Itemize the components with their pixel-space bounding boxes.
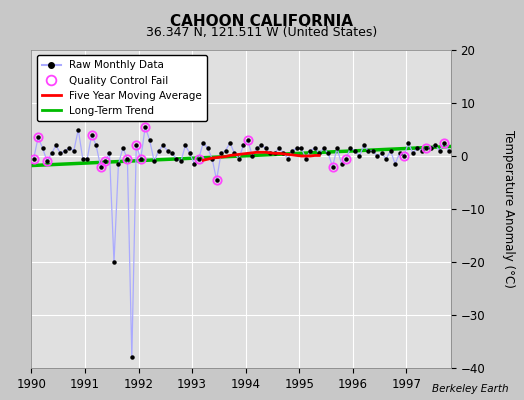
Text: Berkeley Earth: Berkeley Earth (432, 384, 508, 394)
Text: 36.347 N, 121.511 W (United States): 36.347 N, 121.511 W (United States) (146, 26, 378, 39)
Legend: Raw Monthly Data, Quality Control Fail, Five Year Moving Average, Long-Term Tren: Raw Monthly Data, Quality Control Fail, … (37, 55, 207, 121)
Text: CAHOON CALIFORNIA: CAHOON CALIFORNIA (170, 14, 354, 29)
Y-axis label: Temperature Anomaly (°C): Temperature Anomaly (°C) (502, 130, 515, 288)
